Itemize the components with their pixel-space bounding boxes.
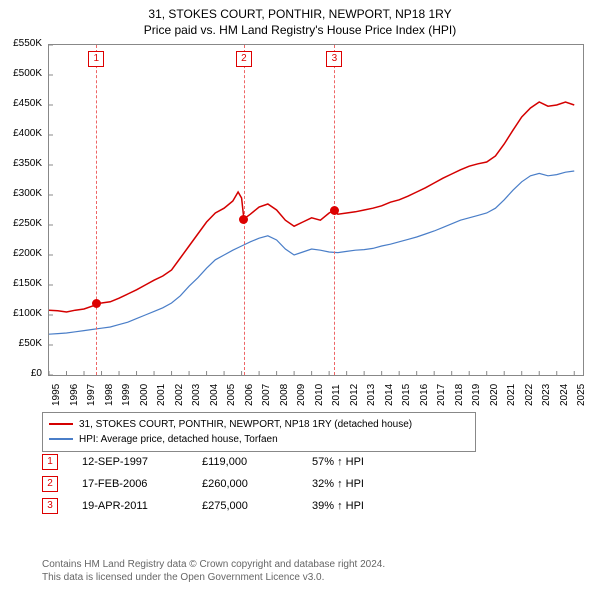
- x-axis-label: 2019: [471, 384, 482, 406]
- x-axis-label: 2010: [314, 384, 325, 406]
- x-axis-label: 2002: [174, 384, 185, 406]
- sales-table: 1 12-SEP-1997£119,00057% ↑ HPI 2 17-FEB-200…: [42, 454, 432, 520]
- sales-row-marker: 2: [42, 476, 58, 492]
- sales-row-hpi: 39% ↑ HPI: [312, 500, 432, 512]
- x-axis-label: 2017: [436, 384, 447, 406]
- sale-marker-line: [96, 45, 97, 375]
- sales-row: 1 12-SEP-1997£119,00057% ↑ HPI: [42, 454, 432, 476]
- sale-marker-dot: [330, 206, 339, 215]
- sales-row-marker: 3: [42, 498, 58, 514]
- sale-marker-dot: [92, 299, 101, 308]
- y-axis-label: £100K: [8, 308, 42, 319]
- x-axis-label: 2016: [419, 384, 430, 406]
- footer-attribution: Contains HM Land Registry data © Crown c…: [42, 558, 385, 584]
- x-axis-label: 2018: [454, 384, 465, 406]
- y-axis-label: £0: [8, 368, 42, 379]
- y-axis-label: £150K: [8, 278, 42, 289]
- sales-row-date: 17-FEB-2006: [82, 478, 202, 490]
- x-axis-label: 2012: [349, 384, 360, 406]
- y-axis-label: £350K: [8, 158, 42, 169]
- footer-line2: This data is licensed under the Open Gov…: [42, 571, 385, 584]
- title-address: 31, STOKES COURT, PONTHIR, NEWPORT, NP18…: [0, 6, 600, 22]
- footer-line1: Contains HM Land Registry data © Crown c…: [42, 558, 385, 571]
- x-axis-label: 1998: [104, 384, 115, 406]
- x-axis-label: 2020: [489, 384, 500, 406]
- sales-row-date: 19-APR-2011: [82, 500, 202, 512]
- y-axis-label: £300K: [8, 188, 42, 199]
- y-axis-label: £50K: [8, 338, 42, 349]
- chart-title: 31, STOKES COURT, PONTHIR, NEWPORT, NP18…: [0, 0, 600, 38]
- legend-label: HPI: Average price, detached house, Torf…: [79, 434, 278, 445]
- x-axis-label: 2005: [226, 384, 237, 406]
- x-axis-label: 1999: [121, 384, 132, 406]
- sales-row-price: £119,000: [202, 456, 312, 468]
- x-axis-label: 2001: [156, 384, 167, 406]
- x-axis-label: 1995: [51, 384, 62, 406]
- x-axis-label: 2004: [209, 384, 220, 406]
- legend-label: 31, STOKES COURT, PONTHIR, NEWPORT, NP18…: [79, 419, 412, 430]
- sales-row-hpi: 57% ↑ HPI: [312, 456, 432, 468]
- sales-row: 3 19-APR-2011£275,00039% ↑ HPI: [42, 498, 432, 520]
- x-axis-label: 2014: [384, 384, 395, 406]
- y-axis-label: £450K: [8, 98, 42, 109]
- sales-row-price: £275,000: [202, 500, 312, 512]
- x-axis-label: 2011: [331, 384, 342, 406]
- sale-marker-box: 3: [326, 51, 342, 67]
- x-axis-label: 2022: [524, 384, 535, 406]
- legend-swatch: [49, 438, 73, 440]
- sales-row-marker: 1: [42, 454, 58, 470]
- legend-item: HPI: Average price, detached house, Torf…: [49, 432, 469, 447]
- chart-area: £0 £50K £100K £150K £200K £250K £300K £350K £400…: [6, 44, 594, 406]
- chart-svg: [49, 45, 583, 375]
- x-axis-label: 2015: [401, 384, 412, 406]
- x-axis-label: 2013: [366, 384, 377, 406]
- sales-row-hpi: 32% ↑ HPI: [312, 478, 432, 490]
- y-axis-label: £250K: [8, 218, 42, 229]
- title-subtitle: Price paid vs. HM Land Registry's House …: [0, 22, 600, 38]
- sale-marker-box: 1: [88, 51, 104, 67]
- y-axis-label: £200K: [8, 248, 42, 259]
- plot-area: 1 2 3: [48, 44, 584, 376]
- series-line: [49, 102, 574, 312]
- sales-row: 2 17-FEB-2006£260,00032% ↑ HPI: [42, 476, 432, 498]
- sale-marker-line: [244, 45, 245, 375]
- sale-marker-box: 2: [236, 51, 252, 67]
- sale-marker-dot: [239, 215, 248, 224]
- x-axis-label: 2007: [261, 384, 272, 406]
- y-axis-label: £500K: [8, 68, 42, 79]
- x-axis-label: 2003: [191, 384, 202, 406]
- x-axis-label: 2023: [541, 384, 552, 406]
- sales-row-price: £260,000: [202, 478, 312, 490]
- x-axis-label: 2025: [576, 384, 587, 406]
- x-axis-label: 2009: [296, 384, 307, 406]
- x-axis-label: 2024: [559, 384, 570, 406]
- x-axis-label: 2021: [506, 384, 517, 406]
- x-axis-label: 2006: [244, 384, 255, 406]
- legend-item: 31, STOKES COURT, PONTHIR, NEWPORT, NP18…: [49, 417, 469, 432]
- legend: 31, STOKES COURT, PONTHIR, NEWPORT, NP18…: [42, 412, 476, 452]
- y-axis-label: £400K: [8, 128, 42, 139]
- x-axis-label: 1997: [86, 384, 97, 406]
- y-axis-label: £550K: [8, 38, 42, 49]
- sales-row-date: 12-SEP-1997: [82, 456, 202, 468]
- x-axis-label: 2000: [139, 384, 150, 406]
- x-axis-label: 1996: [69, 384, 80, 406]
- x-axis-label: 2008: [279, 384, 290, 406]
- legend-swatch: [49, 423, 73, 425]
- series-line: [49, 171, 574, 334]
